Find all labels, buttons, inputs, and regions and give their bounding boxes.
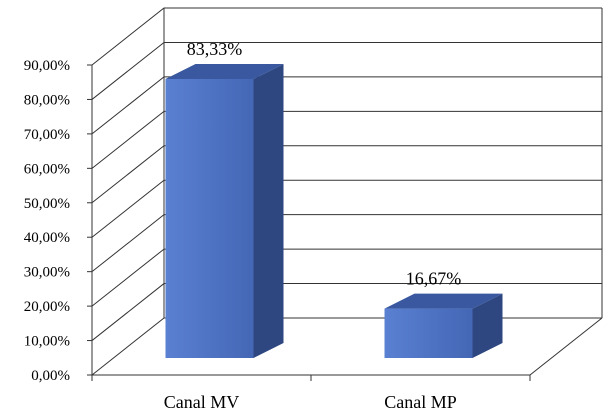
y-tick-label: 70,00% [24, 127, 70, 143]
labels: 0,00% 10,00% 20,00% 30,00% 40,00% 50,00% 60,00… [24, 39, 462, 412]
y-tick-label: 0,00% [31, 368, 70, 384]
bar-top [384, 293, 503, 309]
y-tick-label: 40,00% [24, 230, 70, 246]
x-category-label: Canal MV [164, 392, 240, 412]
x-category-label: Canal MP [384, 392, 457, 412]
axes [87, 64, 603, 381]
gridline [91, 7, 602, 66]
bar-front [165, 78, 254, 359]
gridlines [91, 7, 603, 376]
bars [165, 63, 503, 359]
bar-1 [165, 63, 284, 359]
data-label: 16,67% [406, 269, 462, 289]
y-tick-label: 20,00% [24, 299, 70, 315]
y-tick-label: 60,00% [24, 161, 70, 177]
y-tick-label: 90,00% [24, 58, 70, 74]
y-tick-label: 80,00% [24, 92, 70, 108]
bar-side [253, 63, 284, 358]
bar-side [472, 293, 503, 358]
y-tick-label: 10,00% [24, 334, 70, 350]
y-tick-label: 30,00% [24, 265, 70, 281]
data-label: 83,33% [187, 39, 243, 59]
y-tick-label: 50,00% [24, 196, 70, 212]
floor-edge [529, 317, 603, 376]
bar-2 [384, 293, 503, 358]
bar-top [165, 63, 284, 79]
bar-front [384, 308, 473, 358]
